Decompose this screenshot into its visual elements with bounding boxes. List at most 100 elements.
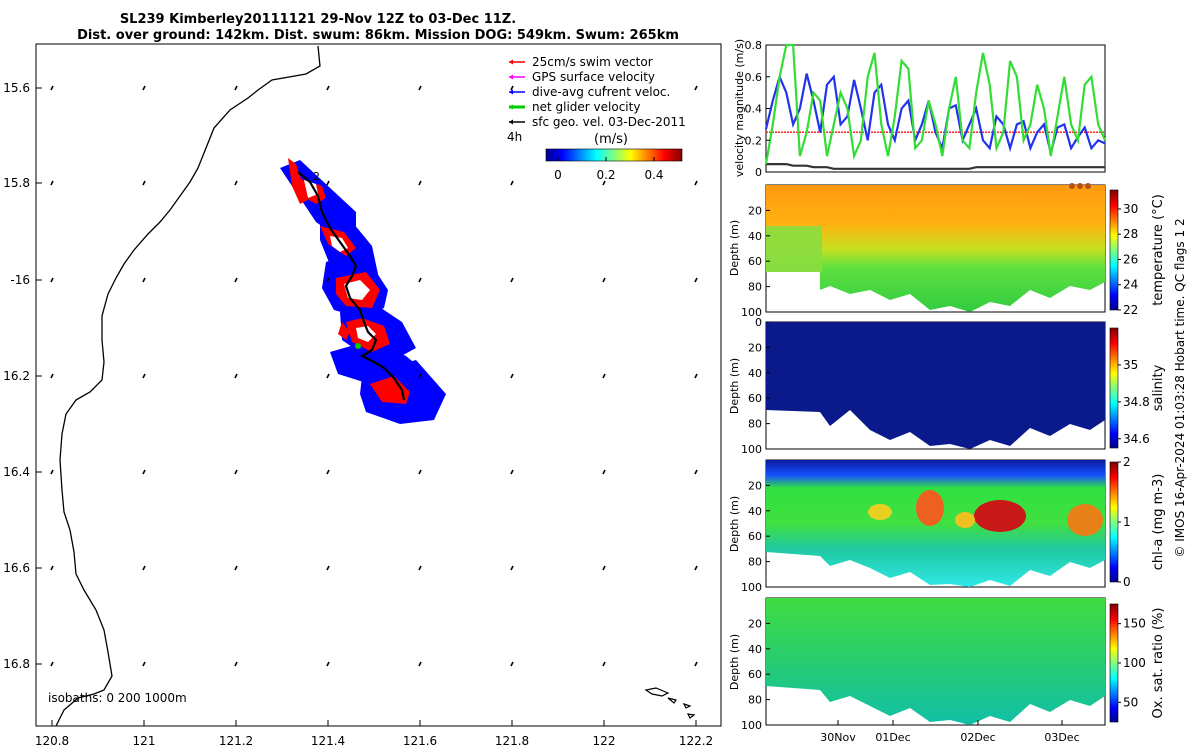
- geo-arrow: [234, 565, 238, 571]
- velocity-y-tick-label: 0.2: [745, 134, 763, 147]
- map-y-axis: 15.6 15.8 -16 16.2 16.4 16.6 16.8: [3, 81, 42, 671]
- map-y-tick-label: 16.6: [3, 561, 30, 575]
- depth-tick-label: 0: [755, 316, 762, 329]
- geo-arrow: [418, 469, 422, 475]
- map-x-tick-label: 122.2: [679, 734, 713, 748]
- title-line-1: SL239 Kimberley20111121 29-Nov 12Z to 03…: [120, 12, 516, 27]
- map-y-tick-label: -16: [10, 273, 30, 287]
- geo-arrow: [50, 373, 54, 379]
- depth-tick-label: 20: [748, 341, 762, 354]
- colorbar-extra-label: 4h: [507, 130, 522, 144]
- net-glider-marker: [355, 343, 361, 349]
- geo-arrow: [142, 661, 146, 667]
- chl-high-patches: [868, 490, 1103, 536]
- geo-arrow: [510, 565, 514, 571]
- colorbar-tick-label: 28: [1123, 227, 1138, 241]
- legend-label: dive-avg current veloc.: [532, 85, 670, 99]
- salinity-panel: [765, 321, 1106, 450]
- colorbar-tick-label: 0: [1123, 575, 1131, 589]
- colorbar-tick-label: 26: [1123, 252, 1138, 266]
- depth-tick-label: 40: [748, 643, 762, 656]
- legend-arrowhead: [509, 104, 513, 110]
- depth-tick-label: 80: [748, 418, 762, 431]
- legend-label: GPS surface velocity: [532, 70, 655, 84]
- title-line-2: Dist. over ground: 142km. Dist. swum: 86…: [77, 28, 679, 43]
- geo-arrow: [234, 469, 238, 475]
- geo-arrow: [326, 565, 330, 571]
- geo-arrow: [602, 277, 606, 283]
- geo-arrow: [50, 85, 54, 91]
- depth-axis-label: Depth (m): [728, 496, 741, 552]
- geo-arrow: [326, 661, 330, 667]
- variable-label: Ox. sat. ratio (%): [1151, 608, 1166, 719]
- legend-arrowhead: [509, 59, 513, 65]
- map-y-tick-label: 16.8: [3, 657, 30, 671]
- coastline: [55, 45, 321, 727]
- depth-tick-label: 40: [748, 505, 762, 518]
- colorbar-tick-label: 2: [1123, 455, 1131, 469]
- map-x-tick-label: 121.8: [495, 734, 529, 748]
- depth-tick-label: 100: [741, 719, 762, 732]
- legend-arrowhead: [509, 89, 513, 95]
- depth-tick-label: 20: [748, 617, 762, 630]
- depth-tick-label: 80: [748, 694, 762, 707]
- sfc-geo-velocity-arrows: [50, 85, 698, 667]
- temperature-field: [766, 185, 1105, 312]
- geo-arrow: [50, 277, 54, 283]
- time-tick-label: 03Dec: [1044, 731, 1079, 744]
- geo-arrow: [602, 469, 606, 475]
- colorbar-tick-label: 150: [1123, 617, 1146, 631]
- colorbar-tick-label: 34.8: [1123, 395, 1150, 409]
- geo-arrow: [50, 180, 54, 186]
- geo-arrow: [234, 661, 238, 667]
- legend-label: net glider velocity: [532, 100, 640, 114]
- oxygen-panel: [765, 597, 1106, 726]
- geo-arrow: [694, 661, 698, 667]
- chl-panel: [765, 459, 1106, 588]
- geo-arrow: [602, 180, 606, 186]
- colorbar-tick-label: 0: [554, 168, 562, 182]
- colorbar-tick-label: 24: [1123, 278, 1138, 292]
- variable-label: salinity: [1151, 364, 1166, 411]
- map-y-tick-label: 16.4: [3, 465, 30, 479]
- depth-axis-label: Depth (m): [728, 220, 741, 276]
- geo-arrow: [326, 373, 330, 379]
- map-x-tick-label: 121.4: [311, 734, 345, 748]
- velocity-panel: 0 0.2 0.4 0.6 0.8 velocity magnitude (m/s): [733, 39, 1107, 179]
- geo-arrow: [418, 180, 422, 186]
- geo-arrow: [50, 661, 54, 667]
- legend-label: 25cm/s swim vector: [532, 55, 653, 69]
- geo-arrow: [418, 373, 422, 379]
- depth-tick-label: 100: [741, 581, 762, 594]
- depth-axis-label: Depth (m): [728, 634, 741, 690]
- time-tick-label: 01Dec: [875, 731, 910, 744]
- colorbar-tick-label: 0.2: [596, 168, 615, 182]
- panel-colorbar: [1109, 327, 1119, 449]
- geo-arrow: [326, 85, 330, 91]
- geo-arrow: [510, 180, 514, 186]
- colorbar-gradient: [545, 148, 683, 162]
- geo-arrow: [694, 85, 698, 91]
- colorbar-tick-label: 100: [1123, 656, 1146, 670]
- geo-arrow: [418, 277, 422, 283]
- geo-arrow: [142, 85, 146, 91]
- variable-label: chl-a (mg m-3): [1151, 474, 1166, 571]
- map-x-tick-label: 121.6: [403, 734, 437, 748]
- geo-arrow: [50, 565, 54, 571]
- geo-arrow: [326, 180, 330, 186]
- map-x-axis: 120.8 121 121.2 121.4 121.6 121.8 122 122.2: [35, 720, 713, 748]
- velocity-y-tick-label: 0.4: [745, 103, 763, 116]
- colorbar-tick-label: 30: [1123, 202, 1138, 216]
- velocity-ylabel: velocity magnitude (m/s): [733, 39, 746, 177]
- legend-label: sfc geo. vel. 03-Dec-2011: [532, 115, 686, 129]
- temperature-shallow-patch: [766, 226, 822, 272]
- depth-tick-label: 100: [741, 443, 762, 456]
- speed-colorbar: 4h (m/s) 0 0.2 0.4: [507, 130, 683, 182]
- geo-arrow: [510, 277, 514, 283]
- panel-colorbar: [1109, 603, 1119, 723]
- time-axis: 30Nov 01Dec 02Dec 03Dec: [820, 720, 1080, 744]
- depth-tick-label: 60: [748, 530, 762, 543]
- colorbar-tick-label: 34.6: [1123, 432, 1150, 446]
